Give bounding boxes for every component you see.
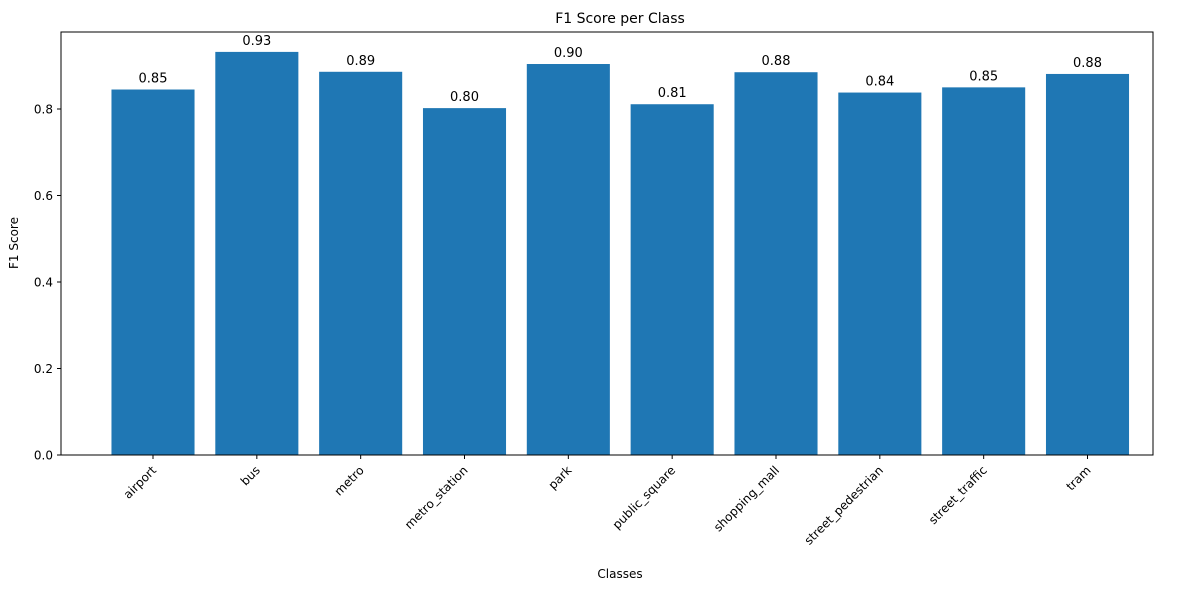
bar-shopping_mall — [734, 72, 817, 455]
x-tick-label-tram: tram — [1063, 463, 1093, 493]
x-tick-label-metro_station: metro_station — [402, 463, 471, 532]
x-tick-label-metro: metro — [332, 463, 367, 498]
y-tick-label-0.2: 0.2 — [34, 362, 53, 376]
bar-public_square — [631, 104, 714, 455]
y-tick-label-0.0: 0.0 — [34, 449, 53, 463]
bar-tram — [1046, 74, 1129, 455]
x-tick-label-shopping_mall: shopping_mall — [711, 463, 782, 534]
bar-bus — [215, 52, 298, 455]
value-label-airport: 0.85 — [139, 72, 168, 87]
value-label-street_traffic: 0.85 — [969, 69, 998, 84]
x-axis-label: Classes — [597, 567, 642, 581]
y-axis: 0.0 0.2 0.4 0.6 0.8 — [34, 102, 61, 462]
value-label-public_square: 0.81 — [658, 86, 687, 101]
x-tick-label-park: park — [546, 463, 575, 492]
y-tick-label-0.6: 0.6 — [34, 189, 53, 203]
value-label-shopping_mall: 0.88 — [762, 54, 791, 69]
x-tick-label-public_square: public_square — [610, 463, 679, 532]
value-label-park: 0.90 — [554, 46, 583, 61]
x-tick-label-airport: airport — [121, 463, 160, 502]
x-tick-label-street_traffic: street_traffic — [926, 463, 990, 527]
value-label-street_pedestrian: 0.84 — [865, 75, 894, 90]
y-axis-label: F1 Score — [7, 217, 21, 269]
x-axis: airport bus metro metro_station park public_s… — [121, 455, 1094, 548]
x-tick-label-bus: bus — [238, 463, 263, 488]
bar-metro — [319, 72, 402, 455]
value-label-metro: 0.89 — [346, 54, 375, 69]
y-tick-label-0.4: 0.4 — [34, 275, 53, 289]
bar-metro_station — [423, 108, 506, 455]
x-tick-label-street_pedestrian: street_pedestrian — [802, 463, 886, 547]
value-label-metro_station: 0.80 — [450, 90, 479, 105]
value-label-tram: 0.88 — [1073, 56, 1102, 71]
bar-street_traffic — [942, 87, 1025, 455]
bar-street_pedestrian — [838, 93, 921, 455]
y-tick-label-0.8: 0.8 — [34, 102, 53, 116]
bar-park — [527, 64, 610, 455]
value-label-bus: 0.93 — [242, 34, 271, 49]
bars-group — [111, 52, 1129, 455]
chart-title: F1 Score per Class — [555, 11, 685, 27]
bar-airport — [111, 90, 194, 455]
